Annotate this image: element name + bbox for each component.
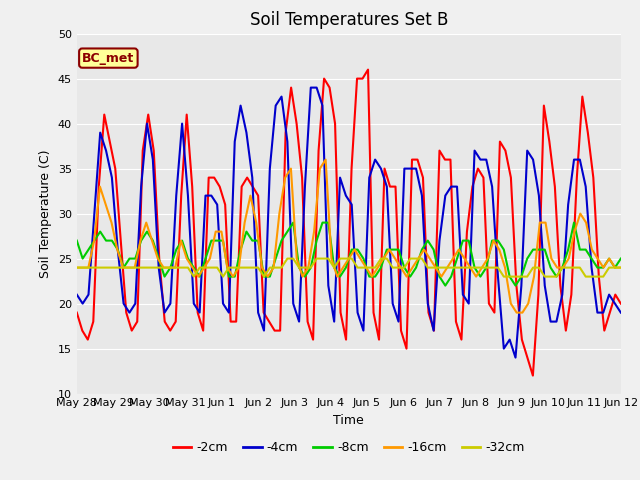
-16cm — [172, 264, 179, 270]
Line: -16cm: -16cm — [77, 159, 621, 312]
-32cm — [295, 264, 303, 270]
-4cm — [301, 184, 308, 190]
-8cm — [442, 283, 449, 288]
Y-axis label: Soil Temperature (C): Soil Temperature (C) — [39, 149, 52, 278]
-8cm — [213, 238, 221, 243]
-4cm — [488, 184, 496, 190]
-4cm — [617, 310, 625, 315]
-8cm — [284, 228, 291, 234]
-2cm — [364, 67, 372, 72]
-8cm — [494, 238, 502, 243]
Legend: -2cm, -4cm, -8cm, -16cm, -32cm: -2cm, -4cm, -8cm, -16cm, -32cm — [168, 436, 530, 459]
-4cm — [406, 166, 414, 171]
-32cm — [494, 264, 502, 270]
-16cm — [478, 264, 486, 270]
-2cm — [584, 130, 591, 135]
-32cm — [73, 264, 81, 270]
-2cm — [617, 300, 625, 306]
-2cm — [177, 192, 185, 199]
-2cm — [529, 372, 537, 378]
-2cm — [199, 328, 207, 334]
-2cm — [403, 346, 410, 351]
-4cm — [284, 139, 291, 144]
-8cm — [406, 274, 414, 279]
-32cm — [313, 256, 321, 262]
Line: -4cm: -4cm — [77, 87, 621, 358]
-16cm — [449, 256, 457, 262]
X-axis label: Time: Time — [333, 414, 364, 427]
-32cm — [166, 264, 174, 270]
-8cm — [289, 220, 297, 226]
-32cm — [219, 274, 227, 279]
-32cm — [412, 256, 420, 262]
-8cm — [307, 264, 315, 270]
-4cm — [166, 300, 174, 306]
Line: -8cm: -8cm — [77, 223, 621, 286]
-4cm — [73, 292, 81, 298]
-8cm — [166, 264, 174, 270]
-16cm — [484, 256, 492, 262]
-8cm — [617, 256, 625, 262]
-16cm — [73, 264, 81, 270]
-4cm — [307, 84, 315, 90]
-2cm — [73, 310, 81, 315]
-32cm — [190, 274, 198, 279]
-8cm — [73, 238, 81, 243]
Line: -32cm: -32cm — [77, 259, 621, 276]
-16cm — [513, 310, 520, 315]
-16cm — [617, 264, 625, 270]
-32cm — [617, 264, 625, 270]
Title: Soil Temperatures Set B: Soil Temperatures Set B — [250, 11, 448, 29]
-16cm — [322, 156, 330, 162]
-4cm — [511, 355, 519, 360]
-2cm — [353, 76, 361, 82]
-16cm — [96, 184, 104, 190]
Text: BC_met: BC_met — [82, 51, 134, 65]
Line: -2cm: -2cm — [77, 70, 621, 375]
-4cm — [213, 202, 221, 207]
-32cm — [284, 256, 291, 262]
-2cm — [600, 328, 608, 334]
-16cm — [461, 256, 468, 262]
